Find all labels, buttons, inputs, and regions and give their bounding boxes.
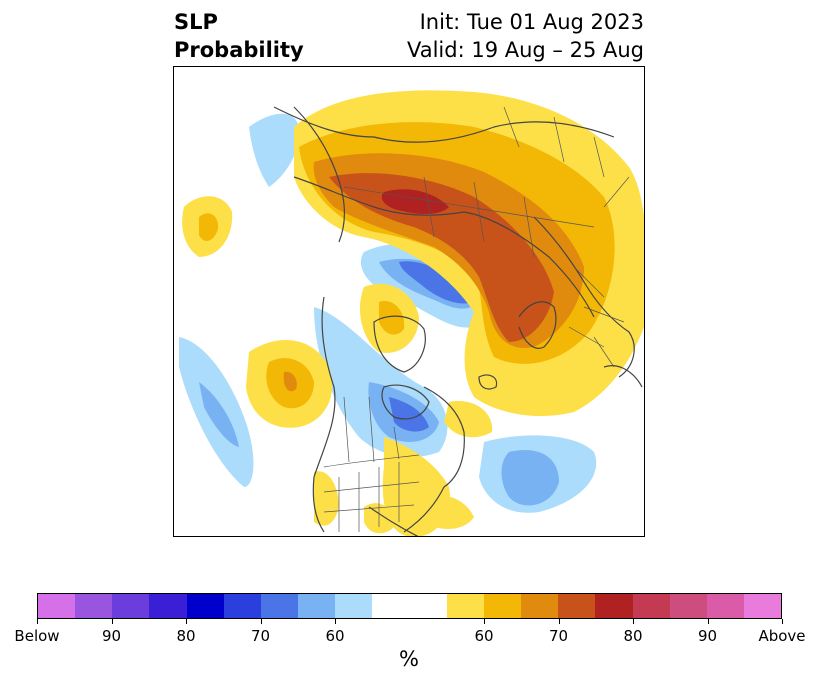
blue-region-atlantic-core [501,450,559,506]
coast-europe [533,216,635,378]
colorbar-segment [446,594,484,618]
colorbar-segment [409,594,447,618]
chart-title: SLP Probability [174,8,304,64]
coast-greenland [373,315,426,373]
date-info: Init: Tue 01 Aug 2023 Valid: 19 Aug – 25… [407,8,644,64]
colorbar [37,593,782,619]
coast-eurasia-north [273,106,615,143]
colorbar-tick-label: 90 [101,627,122,645]
dark-orange-region-pacific-center [283,371,297,392]
colorbar-segment [706,594,744,618]
colorbar-tick-label: 70 [548,627,569,645]
colorbar-segment [38,594,76,618]
border-asia-south [503,106,630,208]
coastlines [273,106,643,536]
coast-iceland [478,374,498,390]
yellow-region-caribbean [424,495,474,529]
colorbar-segment [75,594,113,618]
colorbar-tick [186,619,187,624]
yellow-region-north-atlantic [444,401,493,438]
colorbar-tick-label: Below [14,627,60,645]
coast-north-america-east [403,386,465,533]
border-europe [568,266,625,368]
blue-region-hudson-deep [389,397,429,432]
colorbar-segment [112,594,150,618]
colorbar-segment [632,594,670,618]
border-us-canada [323,454,420,468]
country-borders [323,106,630,532]
init-date: Init: Tue 01 Aug 2023 [419,10,644,34]
colorbar-segment [669,594,707,618]
border-us-states-1 [338,462,400,532]
colorbar-tick-label: 90 [697,627,718,645]
blue-region-west-pacific-core [199,382,239,447]
title-line-1: SLP [174,10,218,34]
colorbar-segment [260,594,299,618]
colorbar-tick-label: 70 [250,627,271,645]
orange-region-north-pacific [199,213,219,241]
border-us-states-2 [323,481,420,513]
colorbar-tick-label: 80 [176,627,196,645]
colorbar-tick [484,619,485,624]
colorbar-tick-label: 80 [623,627,643,645]
colorbar-tick [633,619,634,624]
colorbar-segment [149,594,187,618]
coast-mediterranean [603,365,643,388]
blue-region-arctic-core-deep [399,261,474,304]
coast-north-america-west [312,296,336,533]
colorbar-segment [743,594,782,618]
colorbar-segment [372,594,410,618]
colorbar-segment [558,594,596,618]
coast-central-america [368,506,419,536]
colorbar-tick [111,619,113,624]
yellow-region-west-us [314,471,339,526]
colorbar-segment [223,594,261,618]
colorbar-tick [335,619,336,624]
border-russia [343,176,595,258]
colorbar-tick [558,619,560,624]
colorbar-segment [298,594,336,618]
coast-hudson-bay [381,384,430,420]
colorbar-tick [37,619,38,624]
colorbar-segment [521,594,559,618]
colorbar-tick [707,619,709,624]
colorbar-tick-label: Above [758,627,806,645]
coast-scandinavia [518,301,557,349]
colorbar-segment [595,594,633,618]
colorbar-segment [483,594,522,618]
dateline-gap [174,292,178,317]
coast-eurasia-inner [293,176,595,318]
colorbar-tick-label: 60 [474,627,494,645]
valid-range: Valid: 19 Aug – 25 Aug [406,38,644,62]
colorbar-tick [260,619,262,624]
coast-alaska [293,106,345,243]
border-canada-provinces [343,396,400,463]
blue-region-northeast-pacific [249,113,300,187]
colorbar-unit: % [399,647,419,671]
colorbar-tick-label: 60 [325,627,345,645]
colorbar-segment [335,594,373,618]
orange-red-region-eurasia [329,173,554,342]
probability-map [174,67,644,536]
title-line-2: Probability [174,38,304,62]
orange-region-alaska [379,301,405,335]
colorbar-tick [782,619,783,624]
map-panel [173,66,645,537]
colorbar-segment [186,594,224,618]
